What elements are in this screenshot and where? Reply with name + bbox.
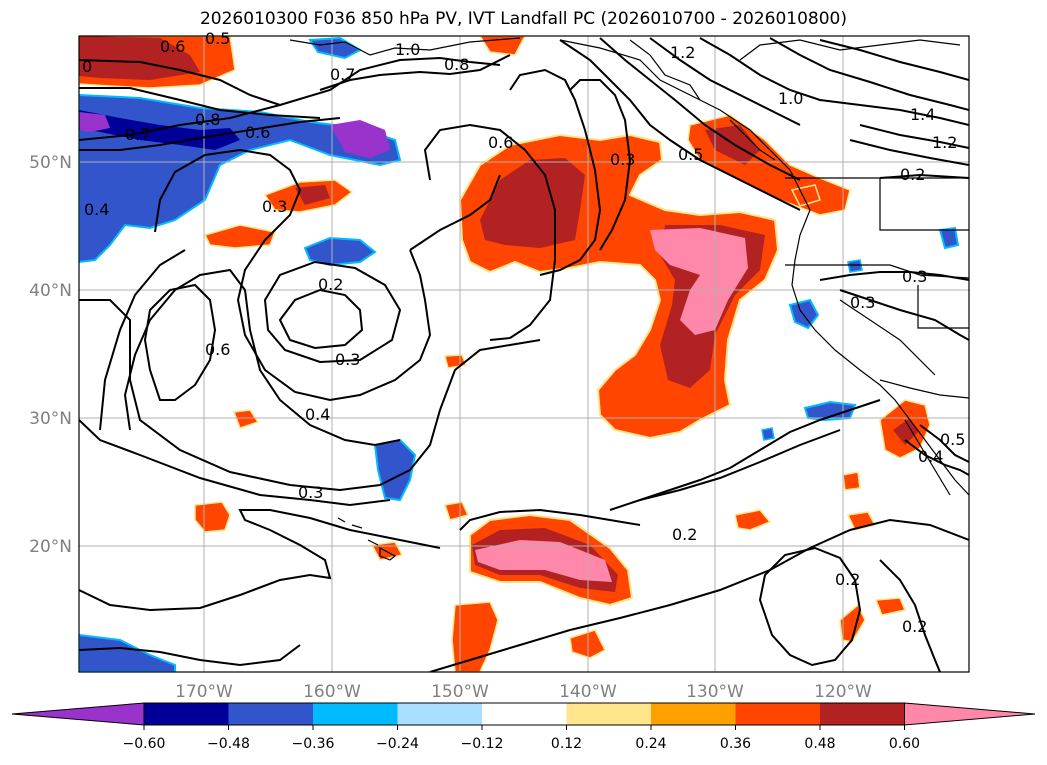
colorbar-tick-label: 0.60 [889,736,920,752]
contour-label: 0.4 [918,447,943,466]
positive-region-patch-c [734,509,772,531]
contour-label: 0.3 [298,483,323,502]
colorbar-frame [143,702,905,726]
positive-region-patch-j [444,354,468,369]
negative-region-left-purple [79,112,110,132]
colorbar-segment [820,703,905,725]
positive-region-left-patch [203,224,277,249]
lon-label: 160°W [303,682,361,702]
positive-region-patch-b [444,501,470,521]
colorbar-tick-label: 0.36 [720,736,751,752]
negative-region-1 [303,236,377,267]
negative-region-7 [938,226,960,250]
colorbar-segment [313,703,398,725]
lon-label: 140°W [559,682,617,702]
contour-label: 0 [82,57,92,76]
contour-label: 0.4 [84,200,109,219]
contour-label: 0.3 [335,350,360,369]
contour-label: 0.6 [205,340,230,359]
contour-label: 0.3 [850,293,875,312]
contour-label: 0.6 [245,123,270,142]
lat-label: 30°N [29,409,72,429]
positive-region-south-pink [475,540,612,582]
colorbar-tick-label: −0.36 [292,736,335,752]
colorbar-segment [735,703,820,725]
positive-region-patch-i [232,409,260,429]
negative-region-purple [330,120,390,158]
contour-label: 1.0 [395,40,420,59]
colorbar-segment [228,703,313,725]
positive-region-patch-e [842,471,861,491]
positive-region-baja-core [893,418,918,445]
negative-region-2 [373,438,417,502]
negative-region-9 [847,259,863,273]
contour-label: 0.3 [610,150,635,169]
colorbar-segment [144,703,229,725]
colorbar-tick-label: −0.48 [207,736,250,752]
colorbar-extend-left [11,702,145,726]
colorbar-tick-label: 0.24 [635,736,666,752]
contour-label: 0.2 [672,525,697,544]
contour-label: 0.2 [900,165,925,184]
pc-shading [79,36,960,672]
contour-label: 1.2 [670,43,695,62]
colorbar-segment [651,703,736,725]
negative-region-5 [788,298,820,330]
contour-label: 1.2 [932,133,957,152]
colorbar-tick-marks [143,725,905,730]
colorbar: −0.60 −0.48 −0.36 −0.24 −0.12 0.12 0.24 … [11,702,1036,752]
lat-label: 40°N [29,281,72,301]
negative-region-8 [761,427,775,441]
colorbar-segment [566,703,651,725]
colorbar-tick-label: −0.12 [461,736,504,752]
positive-region-patch-k [790,184,821,207]
gridlines [79,36,969,672]
contour-label: 1.0 [778,89,803,108]
contour-label: 0.7 [330,65,355,84]
contour-label: 0.8 [195,110,220,129]
lat-label: 50°N [29,153,72,173]
contour-label: 0.5 [205,29,230,48]
contour-label: 0.3 [262,197,287,216]
map-title: 2026010300 F036 850 hPa PV, IVT Landfall… [199,9,847,29]
longitude-labels: 170°W 160°W 150°W 140°W 130°W 120°W [175,682,872,702]
positive-region-plume-core [480,158,585,248]
contour-label: 0.2 [902,617,927,636]
lon-label: 150°W [431,682,489,702]
lon-label: 170°W [175,682,233,702]
map-frame [78,35,970,673]
colorbar-tick-label: 0.12 [551,736,582,752]
lat-label: 20°N [29,537,72,557]
contour-label: 0.7 [125,125,150,144]
contour-label: 0.8 [444,55,469,74]
coastlines [289,37,969,496]
contour-label: 0.6 [488,133,513,152]
contour-label: 0.4 [305,405,330,424]
contour-label: 0.5 [678,145,703,164]
colorbar-extend-right [904,702,1036,726]
lon-label: 120°W [814,682,872,702]
colorbar-segment [397,703,482,725]
lon-label: 130°W [686,682,744,702]
positive-region-plume-pink [650,228,748,335]
colorbar-tick-label: −0.60 [123,736,166,752]
positive-region-left-patch-2-core [295,185,330,205]
hawaii-islands [337,517,397,561]
colorbar-segment [482,703,567,725]
colorbar-tick-label: −0.24 [376,736,419,752]
positive-region-top-left-core [79,36,200,80]
negative-region-3 [79,633,176,672]
contour-label: 0.6 [160,37,185,56]
contour-label-group: 0.6 0.5 0.7 0.8 1.0 1.2 1.4 1.2 0.7 0.8 … [82,29,965,636]
pv-contours [79,37,969,672]
contour-label: 0.3 [902,267,927,286]
positive-region-patch-g [874,597,907,616]
colorbar-tick-label: 0.48 [804,736,835,752]
contour-label: 1.4 [910,105,935,124]
latitude-labels: 50°N 40°N 30°N 20°N [29,153,72,557]
contour-label: 0.5 [940,430,965,449]
contour-label: 0.2 [835,570,860,589]
contour-label: 0.2 [318,275,343,294]
